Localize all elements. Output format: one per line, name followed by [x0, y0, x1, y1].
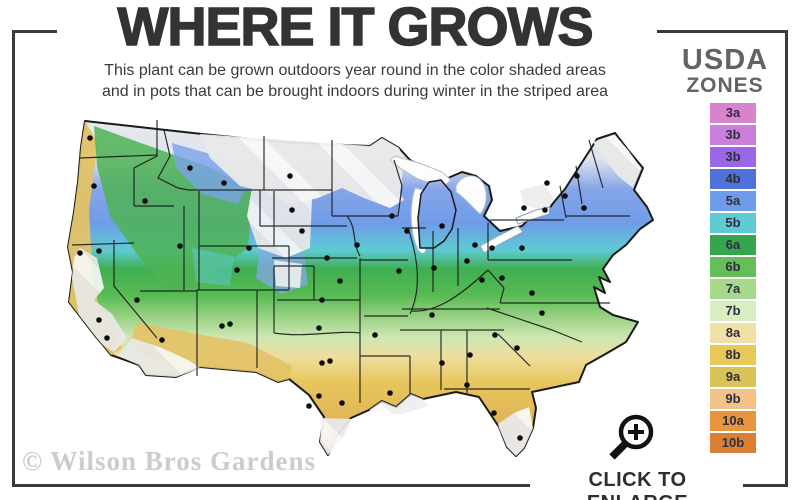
legend-title: USDA ZONES: [655, 44, 795, 98]
magnifier-icon[interactable]: [602, 408, 664, 470]
legend-zone-chip-5a: 5a: [710, 191, 756, 211]
state-borders: [71, 120, 630, 403]
map-region-california-striped: [72, 248, 127, 352]
legend-title-usda: USDA: [681, 44, 769, 76]
legend-zone-chip-3a: 3a: [710, 103, 756, 123]
page-title: WHERE IT GROWS: [117, 0, 594, 58]
frame-border: [743, 484, 788, 487]
frame-border: [12, 30, 57, 33]
legend-zone-chip-10b: 10b: [710, 433, 756, 453]
map-region-wyoming-striped: [247, 188, 312, 258]
usda-zone-map[interactable]: [52, 98, 664, 478]
legend-zones: 3a 3b 3b 4b 5a 5b 6a 6b 7a 7b 8a 8b 9a 9b 10a 10b: [710, 103, 756, 455]
legend-zone-chip-7b: 7b: [710, 301, 756, 321]
legend-zone-chip-5b: 5b: [710, 213, 756, 233]
frame-border: [657, 30, 788, 33]
legend-zone-chip-3b: 3b: [710, 147, 756, 167]
click-to-enlarge-button[interactable]: CLICK TO ENLARGE: [587, 469, 688, 500]
legend-zone-chip-6b: 6b: [710, 257, 756, 277]
map-region-adirondack-gray: [520, 184, 554, 210]
frame-border: [785, 30, 788, 487]
usda-zone-map-svg: [67, 120, 654, 457]
legend-zone-chip-8b: 8b: [710, 345, 756, 365]
subtitle-line-2: and in pots that can be brought indoors …: [101, 83, 609, 100]
map-region-southwest-tan: [130, 323, 292, 382]
michigan-mitten: [417, 179, 457, 249]
map-region-idaho-blue: [172, 143, 248, 204]
legend-zone-chip-10a: 10a: [710, 411, 756, 431]
map-region-gulf-coast-striped: [369, 394, 428, 414]
legend-zone-chip-9a: 9a: [710, 367, 756, 387]
legend-zone-chip-9b: 9b: [710, 389, 756, 409]
legend-zone-chip-4b: 4b: [710, 169, 756, 189]
map-region-north-plains-striped: [200, 134, 404, 208]
subtitle-line-1: This plant can be grown outdoors year ro…: [104, 62, 606, 79]
legend-zone-chip-8a: 8a: [710, 323, 756, 343]
watermark: © Wilson Bros Gardens: [22, 446, 316, 476]
frame-border: [12, 30, 15, 487]
legend-zone-chip-3b: 3b: [710, 125, 756, 145]
map-region-maine-striped: [593, 135, 641, 188]
map-region-south-texas-striped: [320, 418, 352, 455]
legend-title-zones: ZONES: [686, 74, 764, 97]
map-region-utah-cyan: [192, 248, 234, 286]
lake-huron: [455, 175, 487, 215]
map-region-colorado-white-patch: [274, 260, 302, 288]
legend-zone-chip-7a: 7a: [710, 279, 756, 299]
map-region-arizona-striped: [118, 338, 200, 377]
city-dots: [77, 135, 587, 441]
frame-border: [12, 484, 530, 487]
map-region-south-florida-striped: [498, 407, 533, 456]
legend-zone-chip-6a: 6a: [710, 235, 756, 255]
subtitle: This plant can be grown outdoors year ro…: [0, 60, 710, 102]
